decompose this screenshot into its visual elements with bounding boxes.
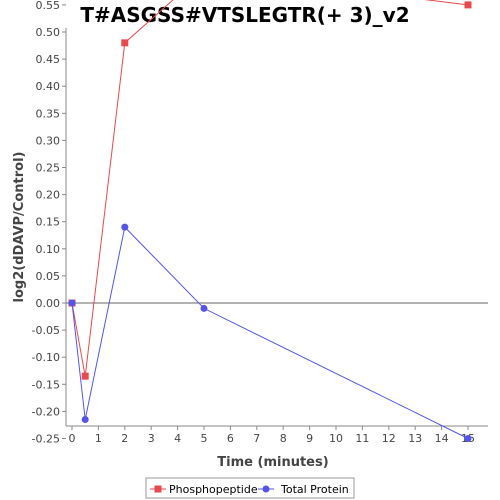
x-tick-label: 9 <box>306 432 313 445</box>
x-tick-label: 3 <box>148 432 155 445</box>
total-protein-point <box>200 304 208 312</box>
total-protein-point <box>121 223 129 231</box>
plot-background <box>66 28 488 426</box>
phosphopeptide-point <box>464 1 472 9</box>
x-tick-label: 7 <box>253 432 260 445</box>
x-tick-label: 13 <box>408 432 422 445</box>
x-tick-label: 6 <box>227 432 234 445</box>
y-tick-label: 0.20 <box>36 189 61 202</box>
legend: Phosphopeptide Total Protein <box>145 477 355 499</box>
x-axis-label: Time (minutes) <box>217 455 328 470</box>
y-tick-label: -0.05 <box>32 324 60 337</box>
chart-title: T#ASGSS#VTSLEGTR(+ 3)_v2 <box>80 3 409 27</box>
total-protein-point <box>68 299 76 307</box>
x-tick-label: 5 <box>201 432 208 445</box>
x-tick-label: 2 <box>121 432 128 445</box>
x-tick-label: 10 <box>329 432 343 445</box>
y-tick-label: 0.35 <box>36 107 61 120</box>
legend-total-protein-label: Total Protein <box>280 483 349 496</box>
y-tick-label: 0.45 <box>36 53 61 66</box>
y-tick-label: -0.25 <box>32 433 60 446</box>
x-tick-label: 12 <box>382 432 396 445</box>
x-tick-label: 8 <box>280 432 287 445</box>
y-tick-label: 0.15 <box>36 216 61 229</box>
y-tick-label: 0.00 <box>36 297 61 310</box>
y-tick-label: -0.10 <box>32 351 60 364</box>
y-axis-label: log2(dDAVP/Control) <box>12 152 27 303</box>
y-tick-label: -0.15 <box>32 378 60 391</box>
legend-phosphopeptide-marker <box>154 485 162 493</box>
y-tick-label: -0.20 <box>32 405 60 418</box>
x-tick-label: 11 <box>355 432 369 445</box>
x-tick-label: 1 <box>95 432 102 445</box>
legend-total-protein-marker <box>262 485 270 493</box>
y-tick-label: 0.55 <box>36 0 61 12</box>
phosphopeptide-point <box>121 39 129 47</box>
y-tick-label: 0.25 <box>36 162 61 175</box>
y-tick-label: 0.40 <box>36 80 61 93</box>
x-tick-label: 14 <box>435 432 449 445</box>
legend-box <box>145 477 355 499</box>
x-tick-label: 4 <box>174 432 181 445</box>
y-tick-label: 0.30 <box>36 134 61 147</box>
plot-area: -0.25 -0.20 -0.15 -0.10 -0.05 0.00 0.05 0.10 0.1… <box>32 0 488 446</box>
y-tick-label: 0.50 <box>36 26 61 39</box>
total-protein-point <box>81 416 89 424</box>
y-tick-label: 0.05 <box>36 270 61 283</box>
total-protein-point <box>464 435 472 442</box>
legend-phosphopeptide-label: Phosphopeptide <box>169 483 258 496</box>
phosphopeptide-point <box>81 372 89 380</box>
x-tick-label: 0 <box>69 432 76 445</box>
y-tick-label: 0.10 <box>36 243 61 256</box>
